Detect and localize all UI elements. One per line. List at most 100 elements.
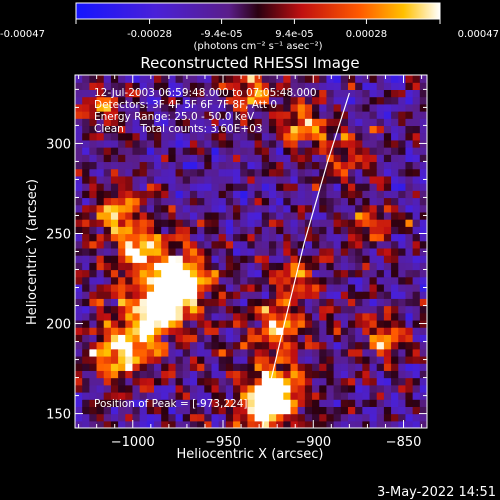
heatmap-cell (312, 406, 320, 415)
heatmap-cell (362, 211, 371, 220)
heatmap-cell (391, 240, 399, 249)
heatmap-cell (369, 139, 378, 148)
heatmap-cell (347, 377, 356, 386)
heatmap-cell (161, 262, 169, 271)
heatmap-cell (412, 420, 421, 428)
heatmap-cell (376, 327, 385, 335)
heatmap-cell (240, 262, 248, 271)
heatmap-cell (326, 327, 335, 335)
heatmap-cell (204, 240, 213, 249)
heatmap-cell (204, 247, 213, 256)
heatmap-cell (405, 319, 414, 328)
heatmap-cell (204, 305, 213, 314)
heatmap-cell (355, 283, 363, 292)
heatmap-cell (139, 255, 148, 263)
heatmap-cell (225, 197, 234, 206)
heatmap-cell (233, 298, 241, 307)
heatmap-cell (89, 384, 98, 393)
heatmap-cell (168, 334, 177, 343)
heatmap-cell (376, 399, 385, 407)
heatmap-cell (240, 269, 248, 278)
heatmap-cell (118, 291, 126, 299)
heatmap-cell (268, 197, 277, 206)
heatmap-cell (319, 363, 328, 371)
heatmap-cell (254, 269, 263, 278)
heatmap-cell (118, 377, 126, 386)
heatmap-cell (218, 175, 227, 184)
heatmap-cell (355, 291, 363, 299)
colorbar-tick-label: 0.00047 (458, 29, 499, 40)
heatmap-cell (247, 168, 256, 177)
heatmap-cell (376, 118, 385, 127)
heatmap-cell (369, 125, 378, 134)
heatmap-cell (283, 118, 292, 127)
heatmap-cell (347, 211, 356, 220)
heatmap-cell (261, 96, 270, 105)
heatmap-cell (276, 75, 284, 83)
heatmap-cell (383, 276, 392, 285)
heatmap-cell (369, 204, 378, 213)
heatmap-cell (247, 211, 256, 220)
heatmap-cell (347, 132, 356, 141)
heatmap-cell (383, 247, 392, 256)
heatmap-cell (197, 125, 205, 134)
heatmap-cell (383, 240, 392, 249)
heatmap-cell (376, 219, 385, 227)
heatmap-cell (189, 75, 198, 83)
heatmap-cell (110, 103, 119, 112)
heatmap-cell (326, 111, 335, 119)
heatmap-cell (383, 190, 392, 199)
heatmap-cell (340, 168, 349, 177)
heatmap-cell (82, 125, 90, 134)
heatmap-cell (75, 370, 83, 379)
heatmap-cell (96, 391, 105, 400)
heatmap-cell (189, 377, 198, 386)
heatmap-cell (304, 132, 313, 141)
heatmap-cell (261, 219, 270, 227)
heatmap-cell (369, 283, 378, 292)
heatmap-cell (175, 319, 184, 328)
heatmap-cell (146, 384, 155, 393)
heatmap-cell (175, 420, 184, 428)
heatmap-cell (419, 312, 427, 321)
heatmap-cell (197, 327, 205, 335)
heatmap-cell (89, 132, 98, 141)
heatmap-cell (233, 420, 241, 428)
heatmap-cell (225, 125, 234, 134)
heatmap-cell (225, 204, 234, 213)
heatmap-cell (89, 298, 98, 307)
heatmap-cell (333, 276, 342, 285)
heatmap-cell (211, 247, 220, 256)
heatmap-cell (398, 341, 407, 350)
heatmap-cell (161, 82, 169, 90)
heatmap-cell (161, 103, 169, 112)
heatmap-cell (118, 283, 126, 292)
heatmap-cell (118, 125, 126, 134)
heatmap-cell (233, 341, 241, 350)
heatmap-cell (197, 262, 205, 271)
heatmap-cell (261, 139, 270, 148)
heatmap-cell (75, 413, 83, 422)
heatmap-cell (204, 204, 213, 213)
heatmap-cell (197, 111, 205, 119)
heatmap-cell (189, 341, 198, 350)
heatmap-cell (146, 334, 155, 343)
heatmap-cell (146, 154, 155, 163)
heatmap-cell (204, 377, 213, 386)
heatmap-cell (225, 377, 234, 386)
heatmap-cell (225, 312, 234, 321)
heatmap-cell (376, 305, 385, 314)
heatmap-cell (297, 262, 306, 271)
heatmap-cell (89, 204, 98, 213)
y-tick-label: 200 (46, 318, 71, 333)
heatmap-cell (103, 255, 112, 263)
heatmap-cell (211, 341, 220, 350)
heatmap-cell (254, 75, 263, 83)
heatmap-cell (283, 204, 292, 213)
heatmap-cell (412, 226, 421, 235)
heatmap-cell (132, 103, 141, 112)
heatmap-cell (189, 89, 198, 98)
heatmap-cell (376, 247, 385, 256)
heatmap-cell (276, 355, 284, 364)
